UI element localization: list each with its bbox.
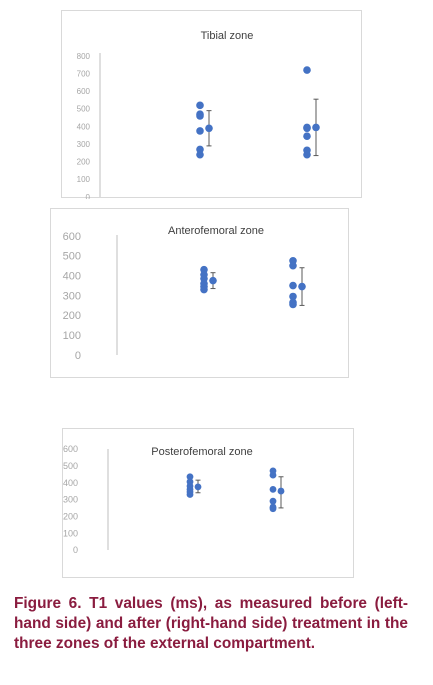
y-tick-label-0: 0 bbox=[86, 193, 91, 199]
data-point-g2-6 bbox=[269, 505, 277, 513]
mean-point-g1 bbox=[194, 483, 202, 491]
y-tick-label-400: 400 bbox=[77, 122, 91, 131]
mean-point-g2 bbox=[298, 282, 306, 291]
mean-point-g1 bbox=[205, 124, 213, 133]
y-tick-label-600: 600 bbox=[77, 87, 91, 96]
y-tick-label-600: 600 bbox=[63, 231, 81, 243]
y-tick-label-300: 300 bbox=[63, 290, 81, 302]
data-point-g2-3 bbox=[303, 124, 311, 133]
data-point-g2-4 bbox=[303, 132, 311, 140]
chart-anterofemoral-zone: Anterofemoral zone 600 500 400 300 200 100 0 bbox=[50, 208, 349, 378]
figure-caption: Figure 6. T1 values (ms), as measured be… bbox=[14, 595, 408, 652]
chart-title: Posterofemoral zone bbox=[151, 446, 253, 458]
data-point-g2-3 bbox=[269, 486, 277, 493]
data-point-g2-3 bbox=[289, 281, 297, 290]
mean-point-g2 bbox=[277, 487, 285, 495]
chart-posterofemoral-zone-svg: Posterofemoral zone 600 500 400 300 200 100 0 bbox=[63, 444, 285, 555]
y-tick-label-200: 200 bbox=[63, 511, 78, 521]
mean-point-g2 bbox=[312, 123, 320, 132]
y-tick-label-0: 0 bbox=[73, 545, 78, 555]
y-tick-label-700: 700 bbox=[77, 69, 91, 78]
data-point-g1-3 bbox=[196, 112, 204, 120]
y-tick-label-200: 200 bbox=[63, 310, 81, 322]
data-point-g2-2 bbox=[269, 471, 277, 479]
y-tick-label-300: 300 bbox=[77, 140, 91, 149]
data-point-g2-6 bbox=[289, 300, 297, 309]
y-tick-label-400: 400 bbox=[63, 478, 78, 488]
y-tick-label-500: 500 bbox=[63, 251, 81, 263]
data-point-g2-4 bbox=[269, 497, 277, 505]
chart-anterofemoral-zone-svg: Anterofemoral zone 600 500 400 300 200 100 0 bbox=[63, 225, 306, 362]
chart-posterofemoral-zone: Posterofemoral zone 600 500 400 300 200 100 0 bbox=[62, 428, 354, 578]
y-tick-label-500: 500 bbox=[63, 461, 78, 471]
y-tick-label-200: 200 bbox=[77, 158, 91, 167]
y-tick-label-400: 400 bbox=[63, 271, 81, 283]
data-point-g2-2 bbox=[289, 261, 297, 270]
y-tick-label-100: 100 bbox=[77, 175, 91, 184]
y-tick-label-100: 100 bbox=[63, 528, 78, 538]
y-tick-label-300: 300 bbox=[63, 495, 78, 505]
data-point-g1-1 bbox=[196, 101, 204, 110]
chart-tibial-zone: Tibial zone 800 700 600 500 400 300 200 100 0 bbox=[61, 10, 362, 199]
data-point-g2-4 bbox=[289, 292, 297, 301]
data-point-g2-6 bbox=[303, 150, 311, 159]
data-point-g1-1 bbox=[186, 473, 194, 481]
data-point-g1-6 bbox=[186, 491, 194, 498]
y-tick-label-800: 800 bbox=[77, 52, 91, 61]
data-point-g1-6 bbox=[196, 150, 204, 159]
data-point-g1-5 bbox=[196, 145, 204, 154]
y-tick-label-100: 100 bbox=[63, 330, 81, 342]
y-tick-label-600: 600 bbox=[63, 444, 78, 454]
y-tick-label-0: 0 bbox=[75, 350, 81, 362]
chart-title: Tibial zone bbox=[201, 30, 254, 42]
data-point-g1-4 bbox=[196, 127, 204, 135]
chart-tibial-zone-svg: Tibial zone 800 700 600 500 400 300 200 100 0 bbox=[77, 30, 320, 199]
data-point-g1-6 bbox=[200, 285, 208, 294]
chart-title: Anterofemoral zone bbox=[168, 225, 264, 237]
y-tick-label-500: 500 bbox=[77, 105, 91, 114]
mean-point-g1 bbox=[209, 276, 217, 285]
data-point-g2-1 bbox=[303, 66, 311, 74]
